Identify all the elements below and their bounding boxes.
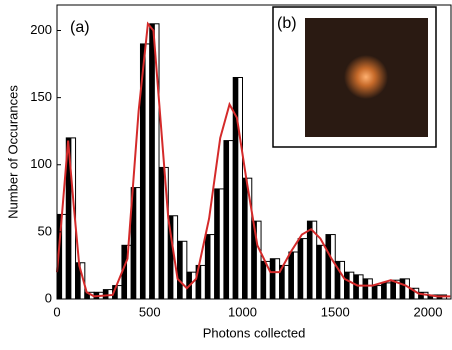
bar [279, 265, 285, 299]
bar [84, 292, 90, 299]
bin [204, 234, 216, 300]
bar [298, 238, 304, 299]
x-tick-label: 1500 [321, 304, 350, 319]
bin [288, 251, 299, 300]
bar [372, 285, 378, 299]
bar [233, 77, 239, 299]
y-tick-label: 200 [30, 22, 52, 37]
fit-curve [56, 21, 451, 298]
bar [363, 278, 369, 299]
bar [214, 188, 220, 299]
bin [177, 240, 188, 300]
y-tick-label: 50 [38, 223, 52, 238]
y-tick-label: 0 [45, 290, 52, 305]
bin [344, 271, 355, 300]
y-tick-label: 150 [30, 89, 52, 104]
bar [409, 288, 415, 299]
x-tick-label: 0 [53, 304, 60, 319]
bar [251, 221, 257, 299]
bar [196, 265, 202, 299]
bar [112, 285, 118, 299]
bar [131, 187, 137, 299]
bar [344, 272, 350, 299]
x-tick-label: 1000 [228, 304, 257, 319]
bar [205, 234, 211, 299]
bar [168, 215, 174, 299]
bin [269, 258, 281, 300]
bar [57, 214, 63, 299]
bar [335, 261, 341, 299]
bar [353, 274, 359, 299]
bar [149, 23, 155, 299]
bar [270, 258, 276, 299]
bar [427, 294, 434, 299]
bin [297, 238, 308, 300]
bin [371, 285, 383, 300]
bar [103, 289, 109, 299]
bar [288, 252, 294, 299]
bin [121, 244, 132, 300]
bin [241, 177, 253, 300]
bar [381, 282, 387, 299]
bin [399, 278, 410, 300]
bar [177, 241, 183, 299]
bar [75, 262, 81, 299]
bar [390, 280, 396, 299]
axes-frame [56, 4, 452, 300]
bin [353, 274, 364, 300]
inset-spot [344, 55, 388, 99]
bin [251, 220, 262, 300]
bar [261, 261, 267, 299]
panel-label: (a) [70, 19, 90, 36]
bar [223, 140, 230, 299]
bar [325, 234, 332, 299]
bar [140, 43, 146, 300]
bar [316, 245, 322, 299]
bar [418, 292, 424, 299]
bin [223, 140, 234, 300]
x-axis-label: Photons collected [203, 325, 306, 340]
bin [214, 188, 225, 300]
bin [149, 23, 160, 300]
bar [307, 221, 313, 299]
bin [232, 76, 243, 300]
bar [400, 278, 406, 299]
inset-label: (b) [277, 15, 297, 32]
bin [325, 234, 336, 300]
bin [158, 166, 169, 300]
bin [316, 244, 327, 300]
bar [66, 137, 72, 299]
bin [381, 282, 392, 300]
bar [121, 245, 128, 299]
bar [159, 167, 165, 299]
y-axis-label: Number of Occurances [5, 85, 20, 219]
x-tick-label: 500 [139, 304, 161, 319]
y-tick-label: 100 [30, 156, 52, 171]
x-tick-label: 2000 [414, 304, 443, 319]
bar [242, 178, 248, 299]
bin [362, 278, 373, 300]
